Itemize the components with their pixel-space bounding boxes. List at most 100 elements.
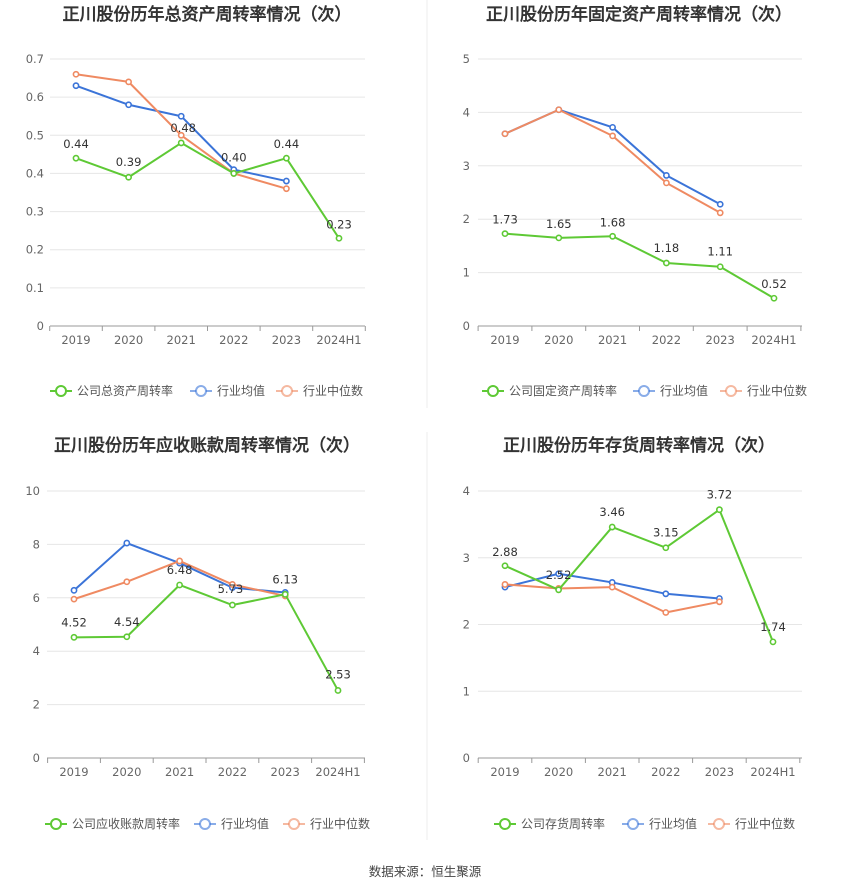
x-tick-label: 2022 [219, 333, 248, 347]
series-line [73, 583, 339, 691]
data-label: 0.44 [63, 137, 89, 151]
y-tick-label: 0.1 [26, 281, 44, 295]
legend-label: 公司应收账款周转率 [72, 816, 180, 831]
y-tick-label: 0.3 [26, 205, 44, 219]
data-point [662, 590, 670, 598]
x-tick-label: 2020 [544, 765, 573, 779]
x-tick-label: 2023 [272, 333, 301, 347]
data-point [501, 230, 509, 238]
legend-item[interactable]: 行业均值 [633, 383, 708, 398]
legend-marker-icon [725, 385, 737, 397]
data-point [334, 687, 342, 694]
data-source-note: 数据来源：恒生聚源 [369, 864, 482, 879]
legend-item[interactable]: 行业均值 [190, 383, 265, 398]
data-label: 6.13 [272, 572, 298, 586]
legend-item[interactable]: 行业中位数 [720, 383, 807, 398]
x-tick-label: 2019 [61, 333, 90, 347]
data-point [123, 578, 131, 586]
y-tick-label: 0 [37, 319, 44, 333]
legend-marker-icon [499, 818, 511, 830]
data-point [177, 139, 185, 147]
y-tick-label: 0.5 [26, 128, 44, 142]
data-label: 5.73 [218, 582, 244, 596]
data-point [663, 172, 670, 179]
y-tick-label: 1 [463, 684, 470, 698]
data-label: 3.15 [653, 526, 679, 540]
legend-item[interactable]: 行业中位数 [276, 383, 363, 398]
data-label: 1.74 [760, 620, 786, 634]
data-point [555, 234, 563, 242]
legend-label: 行业均值 [660, 383, 708, 398]
data-point [281, 590, 289, 598]
data-point [72, 154, 80, 162]
y-tick-label: 3 [463, 551, 470, 565]
legend-marker-icon [713, 818, 725, 830]
y-tick-label: 2 [463, 212, 470, 226]
data-label: 1.73 [492, 213, 518, 227]
data-point [228, 581, 236, 588]
legend-label: 公司总资产周转率 [77, 383, 173, 398]
y-tick-label: 0.6 [26, 90, 44, 104]
legend-label: 公司固定资产周转率 [509, 383, 617, 398]
chart-panel-3: 正川股份历年应收账款周转率情况（次） 0 2 4 6 8 10 2019 2020 2021 202… [25, 435, 370, 831]
data-point [282, 185, 290, 193]
x-tick-label: 2020 [112, 765, 141, 779]
data-point [663, 259, 670, 267]
data-label: 2.53 [325, 667, 351, 681]
data-label: 0.23 [326, 217, 352, 231]
chart-title: 正川股份历年固定资产周转率情况（次） [486, 4, 792, 25]
x-tick-label: 2023 [705, 765, 734, 779]
legend-marker-icon [638, 385, 650, 397]
legend-label: 行业中位数 [310, 816, 370, 831]
legend-item[interactable]: 行业均值 [622, 816, 697, 831]
x-tick-label: 2024H1 [315, 765, 360, 779]
legend-item[interactable]: 公司应收账款周转率 [45, 816, 180, 831]
data-point [123, 633, 131, 641]
data-point [123, 539, 131, 547]
legend-marker-icon [627, 818, 639, 830]
data-point [608, 523, 616, 531]
chart-panel-2: 正川股份历年固定资产周转率情况（次） 0 1 2 3 4 5 2019 2020 2021 2022… [463, 4, 807, 398]
data-point [501, 581, 509, 588]
legend-label: 行业中位数 [735, 816, 795, 831]
data-point [716, 200, 724, 208]
data-point [72, 70, 80, 78]
y-tick-label: 2 [33, 698, 40, 712]
legend-item[interactable]: 公司总资产周转率 [50, 383, 173, 398]
y-tick-label: 4 [463, 484, 470, 498]
data-point [662, 544, 670, 552]
y-tick-label: 10 [25, 484, 40, 498]
legend-label: 行业均值 [221, 816, 269, 831]
data-point [125, 173, 133, 181]
y-tick-label: 0.2 [26, 243, 44, 257]
data-point [662, 609, 670, 616]
data-point [230, 170, 238, 177]
data-point [555, 586, 562, 594]
y-tick-label: 6 [33, 591, 40, 605]
data-point [125, 78, 133, 86]
data-point [770, 294, 778, 302]
legend-item[interactable]: 公司固定资产周转率 [482, 383, 617, 398]
legend-label: 行业中位数 [747, 383, 807, 398]
data-point [609, 123, 616, 131]
legend-item[interactable]: 行业中位数 [708, 816, 795, 831]
x-tick-label: 2024H1 [750, 765, 795, 779]
legend-item[interactable]: 行业中位数 [283, 816, 370, 831]
y-tick-label: 1 [463, 266, 470, 280]
data-point [609, 132, 616, 140]
data-point [769, 638, 777, 646]
data-point [177, 112, 185, 120]
x-tick-label: 2021 [165, 765, 194, 779]
data-point [176, 581, 183, 589]
legend-item[interactable]: 公司存货周转率 [494, 816, 605, 831]
x-tick-label: 2020 [544, 333, 573, 347]
y-tick-label: 2 [463, 618, 470, 632]
chart-panel-4: 正川股份历年存货周转率情况（次） 0 1 2 3 4 2019 2020 2021 2022 202… [463, 435, 802, 831]
legend-label: 行业中位数 [303, 383, 363, 398]
legend-item[interactable]: 行业均值 [194, 816, 269, 831]
x-tick-label: 2023 [271, 765, 300, 779]
data-point [716, 209, 724, 217]
data-label: 0.48 [170, 121, 196, 135]
x-tick-label: 2022 [651, 765, 680, 779]
